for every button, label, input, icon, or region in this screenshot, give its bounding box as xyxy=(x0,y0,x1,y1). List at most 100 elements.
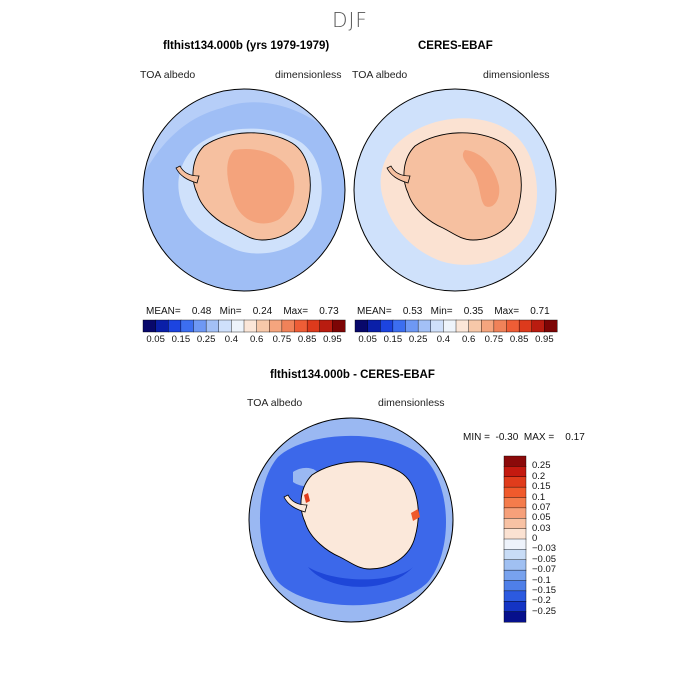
diff-deep-anomaly xyxy=(308,567,413,587)
obs-mean-value: 0.53 xyxy=(402,306,423,317)
diff-colorbar-tick-label: 0.03 xyxy=(532,522,551,534)
model-colorbar-tick-label: 0.75 xyxy=(272,334,292,345)
obs-colorbar-swatch xyxy=(405,319,419,333)
obs-colorbar-swatch xyxy=(481,319,495,333)
diff-colorbar-tick-label: −0.2 xyxy=(532,595,551,607)
obs-antarctic-peninsula xyxy=(386,165,411,184)
model-stats: MEAN= 0.48 Min= 0.24 Max= 0.73 xyxy=(146,306,339,317)
diff-colorbar-tick-label: 0.25 xyxy=(532,460,551,472)
obs-colorbar-swatch xyxy=(380,319,394,333)
obs-colorbar-swatch xyxy=(518,319,533,333)
diff-colorbar-tick-label: −0.05 xyxy=(532,553,557,565)
diff-units-label: dimensionless xyxy=(378,397,445,409)
diff-colorbar-swatch xyxy=(503,486,527,499)
obs-colorbar-swatch xyxy=(506,319,520,333)
diff-colorbar-swatch xyxy=(503,497,527,509)
model-colorbar-swatch xyxy=(281,319,296,333)
model-colorbar-tick-label: 0.4 xyxy=(224,334,238,345)
model-colorbar-swatch xyxy=(193,319,207,333)
model-colorbar-swatch xyxy=(168,319,182,333)
model-colorbar-tick-label: 0.15 xyxy=(171,334,191,345)
obs-colorbar-swatch xyxy=(430,319,444,333)
obs-min-value: 0.35 xyxy=(463,306,484,317)
model-max-label: Max= xyxy=(283,306,309,317)
model-polar-map xyxy=(142,88,346,292)
model-colorbar-swatch xyxy=(218,319,232,333)
obs-mean-label: MEAN= xyxy=(357,306,392,317)
diff-colorbar-tick-label: 0 xyxy=(532,533,538,544)
diff-max-value: 0.17 xyxy=(565,432,585,443)
model-colorbar-tick-label: 0.85 xyxy=(297,334,317,345)
obs-panel-title: CERES-EBAF xyxy=(418,40,493,52)
obs-plateau-ridge xyxy=(462,150,500,207)
diff-colorbar-tick-label: −0.07 xyxy=(532,564,557,576)
diff-min-value: -0.30 xyxy=(495,432,519,443)
model-colorbar-swatch xyxy=(180,319,195,333)
obs-colorbar-tick-label: 0.25 xyxy=(408,334,428,345)
diff-colorbar-tick-label: −0.03 xyxy=(532,543,557,555)
obs-max-label: Max= xyxy=(494,306,520,317)
diff-colorbar xyxy=(503,455,527,623)
diff-colorbar-swatch xyxy=(503,569,527,582)
obs-stats: MEAN= 0.53 Min= 0.35 Max= 0.71 xyxy=(357,306,550,317)
obs-colorbar-swatch xyxy=(367,319,381,333)
diff-antarctica xyxy=(300,461,419,570)
model-colorbar-swatch xyxy=(205,319,220,333)
obs-colorbar-swatch xyxy=(417,319,432,333)
obs-max-value: 0.71 xyxy=(530,306,550,317)
diff-min-label: MIN = xyxy=(463,432,490,443)
diff-colorbar-swatch xyxy=(503,528,527,540)
model-plateau xyxy=(227,148,295,224)
diff-colorbar-tick-label: 0.05 xyxy=(532,512,551,524)
model-colorbar-swatch xyxy=(155,319,169,333)
obs-variable-label: TOA albedo xyxy=(352,69,408,81)
obs-colorbar-swatch xyxy=(531,319,545,333)
obs-colorbar-tick-label: 0.4 xyxy=(436,334,450,345)
obs-colorbar-tick-label: 0.05 xyxy=(358,334,377,345)
obs-colorbar-swatch xyxy=(392,319,407,333)
model-min-value: 0.24 xyxy=(252,306,273,317)
diff-colorbar-swatch xyxy=(503,507,527,519)
diff-colorbar-swatch xyxy=(503,538,527,550)
obs-units-label: dimensionless xyxy=(483,69,550,81)
diff-max-label: MAX = xyxy=(523,432,555,443)
diff-colorbar-swatch xyxy=(503,590,527,602)
model-units-label: dimensionless xyxy=(275,69,342,81)
diff-colorbar-swatch xyxy=(503,466,527,478)
obs-colorbar-tick-label: 0.6 xyxy=(462,334,476,345)
diff-colorbar-tick-label: 0.2 xyxy=(532,470,546,482)
obs-colorbar-tick-label: 0.75 xyxy=(484,334,504,345)
model-mean-value: 0.48 xyxy=(191,306,212,317)
model-colorbar xyxy=(142,319,346,333)
model-colorbar-swatch xyxy=(231,319,245,333)
obs-colorbar-tick-label: 0.95 xyxy=(535,334,554,345)
model-colorbar-tick-label: 0.95 xyxy=(323,334,342,345)
diff-colorbar-swatch xyxy=(503,518,527,530)
diff-colorbar-swatch xyxy=(503,611,527,623)
diff-peninsula-positive xyxy=(304,493,310,503)
obs-colorbar-swatch xyxy=(544,319,558,333)
diff-colorbar-tick-label: −0.15 xyxy=(532,584,557,596)
diff-colorbar-tick-label: 0.07 xyxy=(532,501,551,513)
diff-coastal-positive xyxy=(411,509,420,521)
model-variable-label: TOA albedo xyxy=(140,69,196,81)
diff-variable-label: TOA albedo xyxy=(247,397,303,409)
obs-antarctica xyxy=(403,132,522,241)
diff-colorbar-labels: 0.25 0.2 0.15 0.1 0.07 0.05 0.03 0 −0.03 −0.05 −0.… xyxy=(532,456,592,622)
obs-colorbar-tick-label: 0.85 xyxy=(509,334,529,345)
diff-colorbar-swatch xyxy=(503,455,527,467)
model-panel-title: flthist134.000b (yrs 1979-1979) xyxy=(163,40,330,52)
model-antarctic-peninsula xyxy=(175,165,200,184)
model-colorbar-swatch xyxy=(256,319,270,333)
model-colorbar-swatch xyxy=(306,319,321,333)
diff-colorbar-tick-label: −0.1 xyxy=(532,574,551,586)
obs-polar-map xyxy=(353,88,557,292)
obs-colorbar-labels: 0.05 0.15 0.25 0.4 0.6 0.75 0.85 0.95 xyxy=(355,334,557,346)
model-min-label: Min= xyxy=(219,306,242,317)
diff-colorbar-swatch xyxy=(503,601,527,613)
diff-colorbar-swatch xyxy=(503,476,527,488)
diff-colorbar-swatch xyxy=(503,549,527,561)
model-colorbar-swatch xyxy=(243,319,258,333)
model-colorbar-labels: 0.05 0.15 0.25 0.4 0.6 0.75 0.85 0.95 xyxy=(143,334,345,346)
model-outer-band xyxy=(143,89,345,178)
